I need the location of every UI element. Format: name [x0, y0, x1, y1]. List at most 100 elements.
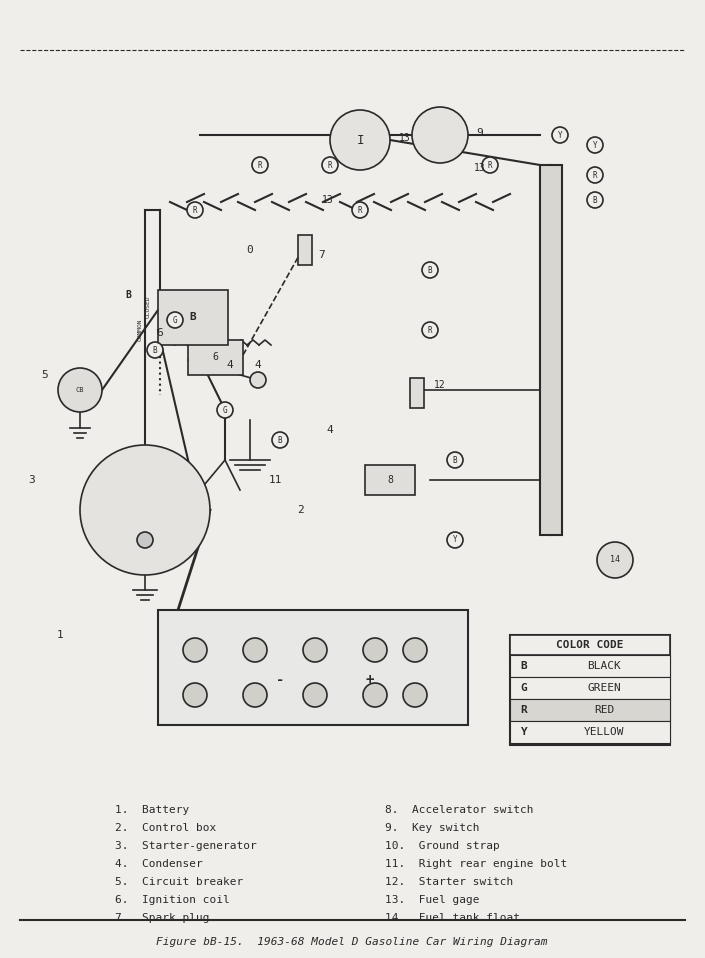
Text: B: B [190, 312, 197, 322]
Text: BLACK: BLACK [587, 661, 621, 671]
Circle shape [183, 683, 207, 707]
Circle shape [587, 137, 603, 153]
Text: 2.  Control box: 2. Control box [115, 823, 216, 833]
Text: +: + [366, 673, 374, 687]
Text: 13: 13 [399, 133, 411, 143]
Text: 6: 6 [157, 328, 164, 338]
Text: G: G [173, 315, 178, 325]
Text: COMMON: COMMON [137, 319, 142, 341]
Circle shape [58, 368, 102, 412]
Text: B: B [153, 346, 157, 354]
Circle shape [363, 683, 387, 707]
Text: 4: 4 [255, 360, 262, 370]
Text: 2: 2 [297, 505, 303, 515]
Text: 12: 12 [434, 380, 446, 390]
Text: 0: 0 [247, 245, 253, 255]
Text: 9: 9 [477, 128, 484, 138]
Text: 12.  Starter switch: 12. Starter switch [385, 877, 513, 887]
Text: R: R [428, 326, 432, 334]
Text: Y: Y [558, 130, 563, 140]
Text: Figure bB-15.  1963-68 Model D Gasoline Car Wiring Diagram: Figure bB-15. 1963-68 Model D Gasoline C… [157, 937, 548, 947]
Text: R: R [593, 171, 597, 179]
Text: R: R [258, 161, 262, 170]
Text: 14.  Fuel tank float: 14. Fuel tank float [385, 913, 520, 923]
Bar [298, 235, 312, 265]
Circle shape [552, 127, 568, 143]
Bar [540, 165, 562, 535]
Text: 13: 13 [474, 163, 486, 173]
Text: 8.  Accelerator switch: 8. Accelerator switch [385, 805, 534, 815]
Circle shape [403, 638, 427, 662]
Text: 8: 8 [387, 475, 393, 485]
Circle shape [403, 683, 427, 707]
Text: 13: 13 [322, 195, 334, 205]
Text: R: R [192, 206, 197, 215]
Text: CLOSED: CLOSED [145, 296, 150, 318]
Text: 4: 4 [226, 360, 233, 370]
Circle shape [412, 107, 468, 163]
Text: 3.  Starter-generator: 3. Starter-generator [115, 841, 257, 851]
Bar [410, 378, 424, 408]
Text: COLOR CODE: COLOR CODE [556, 640, 624, 650]
Circle shape [187, 202, 203, 218]
Text: 1.  Battery: 1. Battery [115, 805, 189, 815]
Circle shape [80, 445, 210, 575]
Text: B: B [520, 661, 527, 671]
Text: G: G [223, 405, 227, 415]
Bar [510, 699, 670, 721]
Circle shape [303, 683, 327, 707]
Text: 7: 7 [319, 250, 326, 260]
Text: 5.  Circuit breaker: 5. Circuit breaker [115, 877, 243, 887]
Circle shape [147, 342, 163, 358]
Text: -: - [276, 673, 284, 687]
Circle shape [250, 372, 266, 388]
Circle shape [482, 157, 498, 173]
Text: B: B [278, 436, 282, 445]
Bar [510, 635, 670, 745]
Text: 1: 1 [56, 630, 63, 640]
Bar [510, 635, 670, 655]
Text: CB: CB [75, 387, 85, 393]
Text: I: I [356, 133, 364, 147]
Bar [510, 655, 670, 677]
Circle shape [597, 542, 633, 578]
Circle shape [243, 683, 267, 707]
Text: Y: Y [520, 727, 527, 737]
Circle shape [272, 432, 288, 448]
Text: R: R [520, 705, 527, 715]
Text: 5: 5 [42, 370, 49, 380]
Circle shape [217, 402, 233, 418]
Text: Y: Y [453, 536, 458, 544]
Text: 7.  Spark plug: 7. Spark plug [115, 913, 209, 923]
Circle shape [422, 262, 438, 278]
Text: 14: 14 [610, 556, 620, 564]
Text: RED: RED [594, 705, 614, 715]
Text: 13.  Fuel gage: 13. Fuel gage [385, 895, 479, 905]
Text: R: R [357, 206, 362, 215]
Bar [510, 677, 670, 699]
Circle shape [137, 532, 153, 548]
Circle shape [303, 638, 327, 662]
Circle shape [330, 110, 390, 170]
Circle shape [422, 322, 438, 338]
Text: 9.  Key switch: 9. Key switch [385, 823, 479, 833]
Circle shape [322, 157, 338, 173]
Text: R: R [488, 161, 492, 170]
Circle shape [183, 638, 207, 662]
Circle shape [447, 452, 463, 468]
Circle shape [587, 167, 603, 183]
Text: B: B [428, 265, 432, 275]
Text: 4.  Condenser: 4. Condenser [115, 859, 203, 869]
Text: B: B [593, 195, 597, 204]
Text: B: B [453, 455, 458, 465]
Text: YELLOW: YELLOW [584, 727, 624, 737]
Bar [188, 340, 243, 375]
Bar [510, 721, 670, 743]
Text: G: G [520, 683, 527, 693]
Text: 4: 4 [326, 425, 333, 435]
Bar [158, 610, 468, 725]
Text: 6.  Ignition coil: 6. Ignition coil [115, 895, 230, 905]
Circle shape [167, 312, 183, 328]
Text: R: R [328, 161, 332, 170]
Text: GREEN: GREEN [587, 683, 621, 693]
